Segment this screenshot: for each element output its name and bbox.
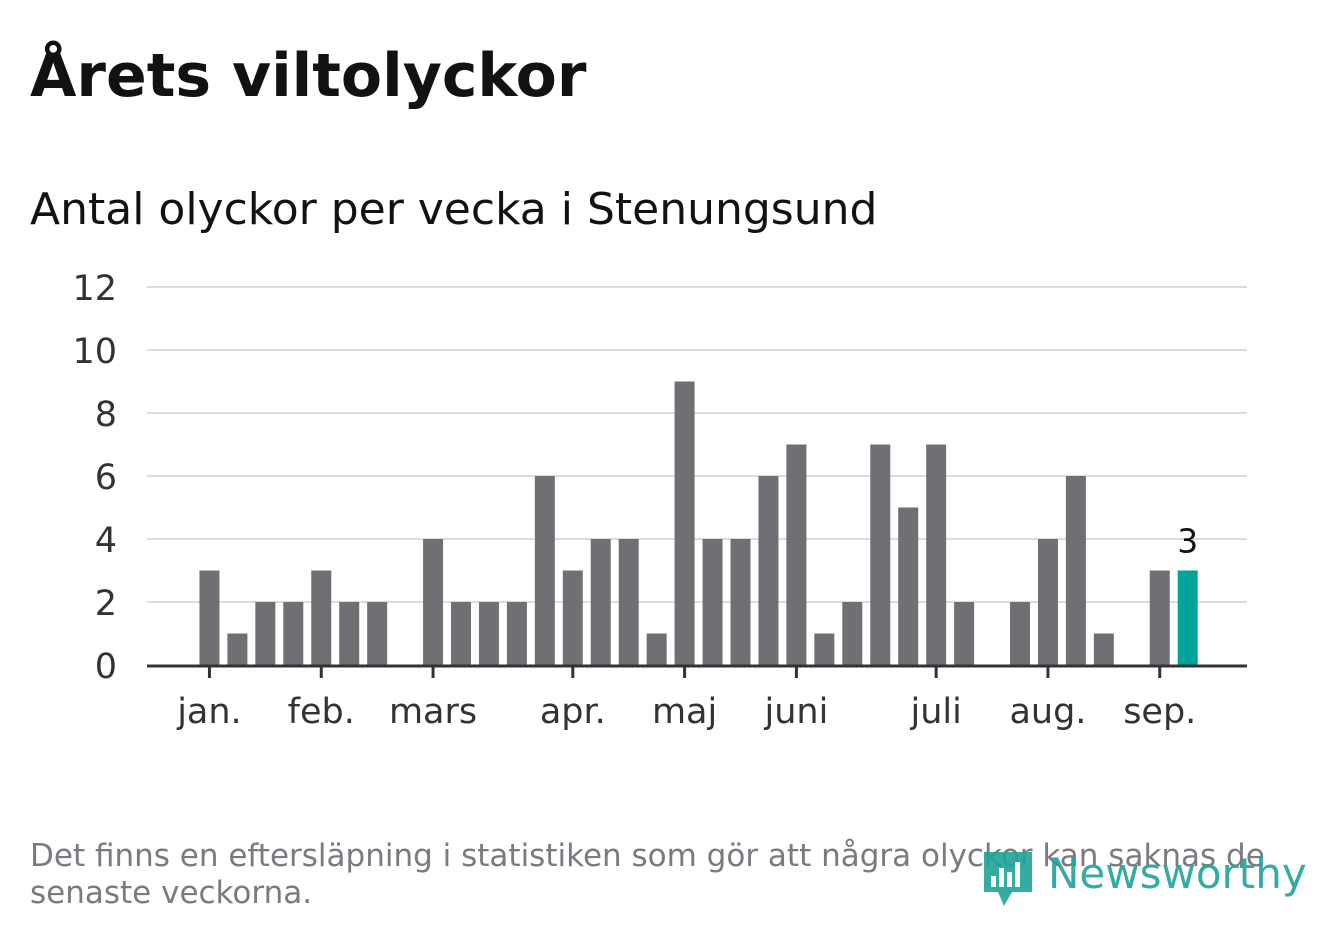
x-tick-label: sep. (1123, 692, 1196, 732)
y-tick-label: 12 (72, 269, 117, 309)
bar (562, 570, 583, 665)
bar (423, 539, 444, 665)
bar (646, 633, 667, 665)
bar (255, 602, 276, 665)
bar (227, 633, 248, 665)
x-tick-label: mars (389, 692, 477, 732)
x-tick-label: apr. (540, 692, 606, 732)
x-tick-label: juni (763, 692, 828, 732)
bar-chart: 0 2 4 6 8 10 12 jan. feb. mars apr. maj juni juli aug… (72, 269, 1247, 732)
bar (758, 476, 779, 665)
bar (311, 570, 332, 665)
bar (590, 539, 611, 665)
chart-subtitle: Antal olyckor per vecka i Stenungsund (30, 184, 878, 235)
chart-title: Årets viltolyckor (30, 41, 587, 111)
x-tick-label: aug. (1009, 692, 1086, 732)
bar (339, 602, 360, 665)
last-value-label: 3 (1177, 522, 1198, 561)
bar (870, 444, 891, 665)
bar (730, 539, 751, 665)
x-tick-label: maj (652, 692, 717, 732)
x-axis-ticks: jan. feb. mars apr. maj juni juli aug. sep. (176, 666, 1196, 732)
bars (199, 381, 1198, 665)
bar (199, 570, 220, 665)
bar (954, 602, 975, 665)
bar (842, 602, 863, 665)
y-tick-label: 10 (72, 332, 117, 372)
x-tick-label: jan. (176, 692, 241, 732)
bar (786, 444, 807, 665)
data-labels: 3 (1177, 522, 1198, 561)
bar-highlight (1177, 570, 1198, 665)
bar (451, 602, 471, 665)
y-tick-label: 0 (95, 647, 117, 687)
x-tick-label: juli (909, 692, 961, 732)
bar (618, 539, 639, 665)
bar (702, 539, 723, 665)
bar (1149, 570, 1170, 665)
x-tick-label: feb. (288, 692, 355, 732)
y-tick-label: 2 (95, 584, 117, 624)
y-tick-label: 6 (95, 458, 117, 498)
bar (814, 633, 835, 665)
bar (506, 602, 527, 665)
bar (367, 602, 388, 665)
newsworthy-logo-icon (984, 852, 1032, 906)
bar (674, 381, 695, 665)
bar (1093, 633, 1114, 665)
bar (283, 602, 304, 665)
y-tick-label: 4 (95, 521, 117, 561)
bar (898, 507, 919, 665)
bar (1010, 602, 1030, 665)
newsworthy-logo-text: Newsworthy (1048, 849, 1307, 898)
y-tick-label: 8 (95, 395, 117, 435)
bar (1037, 539, 1058, 665)
bar (534, 476, 555, 665)
bar (478, 602, 499, 665)
bar (926, 444, 947, 665)
bar (1065, 476, 1086, 665)
newsworthy-logo: Newsworthy (980, 848, 1307, 912)
footnote: Det finns en eftersläpning i statistiken… (30, 838, 1265, 911)
y-axis-ticks: 0 2 4 6 8 10 12 (72, 269, 117, 687)
